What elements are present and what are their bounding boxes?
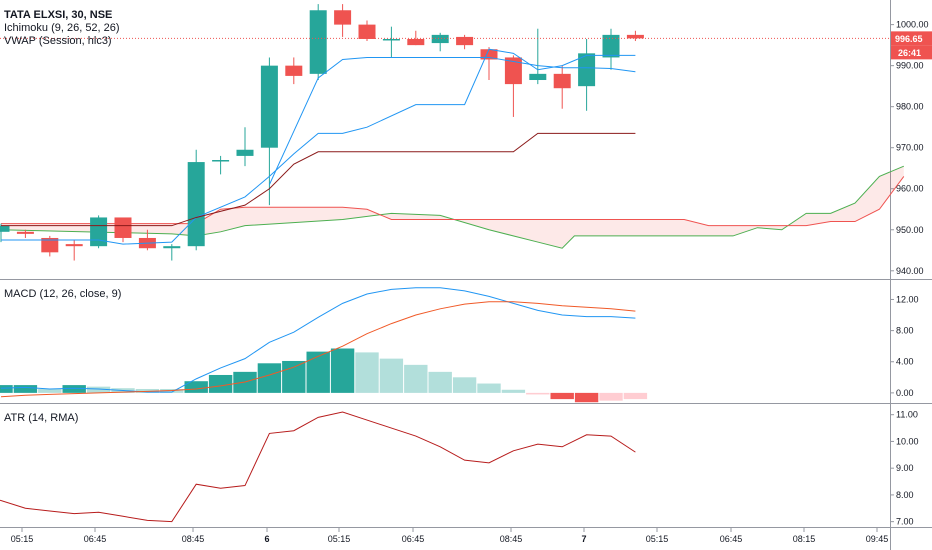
- atr-tick-label: 8.00: [896, 490, 914, 500]
- time-tick-label: 06:45: [84, 534, 107, 544]
- vwap-line: [268, 56, 636, 185]
- macd-histogram-bar: [526, 392, 550, 395]
- candle-body: [407, 38, 425, 46]
- atr-tick-label: 11.00: [896, 410, 918, 420]
- macd-histogram-bar: [62, 385, 86, 393]
- price-tick-label: 960.00: [896, 184, 924, 194]
- time-tick-label: 05:15: [11, 534, 34, 544]
- candle-body: [529, 73, 547, 81]
- candle-body: [236, 149, 254, 156]
- symbol-label: TATA ELXSI, 30, NSE: [4, 9, 113, 21]
- macd-histogram-bar: [379, 358, 404, 393]
- candle-body: [553, 73, 571, 89]
- macd-histogram-bar: [86, 386, 111, 393]
- macd-histogram-bar: [623, 392, 648, 400]
- price-tick-label: 980.00: [896, 102, 924, 112]
- macd-histogram-bar: [257, 363, 282, 393]
- time-tick-label: 08:15: [793, 534, 816, 544]
- time-tick-label: 09:45: [866, 534, 889, 544]
- macd-histogram-bar: [477, 383, 501, 393]
- candle-body: [578, 53, 596, 87]
- candle-body: [163, 246, 181, 249]
- ichimoku-cloud: [1, 166, 904, 249]
- candle-body: [212, 160, 230, 162]
- candle-body: [626, 34, 644, 39]
- macd-histogram-bar: [404, 364, 428, 393]
- time-tick-label: 06:45: [720, 534, 743, 544]
- leading-span-a-line: [0, 165, 904, 249]
- macd-histogram-bar: [330, 348, 355, 393]
- time-tick-label: 08:45: [182, 534, 205, 544]
- candle-body: [65, 244, 83, 247]
- candle-body: [382, 38, 400, 41]
- macd-histogram-bar: [208, 374, 233, 393]
- macd-histogram-bar: [599, 392, 623, 401]
- chart-legend: TATA ELXSI, 30, NSE Ichimoku (9, 26, 52,…: [4, 9, 120, 48]
- candle-body: [0, 225, 10, 232]
- macd-histogram-bar: [355, 352, 379, 393]
- candle-body: [16, 231, 34, 234]
- last-price-tag: [891, 31, 932, 46]
- price-tick-label: 950.00: [896, 225, 924, 235]
- atr-tick-label: 10.00: [896, 436, 919, 446]
- macd-tick-label: 4.00: [896, 357, 914, 367]
- candle-body: [285, 65, 303, 76]
- price-tick-label: 1000.00: [896, 20, 929, 30]
- base-line: [1, 132, 636, 227]
- candle-body: [504, 57, 522, 85]
- ichimoku-legend[interactable]: Ichimoku (9, 26, 52, 26): [4, 22, 120, 34]
- candle-body: [260, 65, 278, 148]
- macd-histogram-bar: [574, 392, 599, 403]
- candle-body: [41, 237, 59, 253]
- candle-body: [90, 217, 108, 247]
- macd-legend[interactable]: MACD (12, 26, close, 9): [4, 288, 122, 300]
- vwap-legend[interactable]: VWAP (Session, hlc3): [4, 35, 112, 47]
- time-tick-label: 05:15: [328, 534, 351, 544]
- price-tick-label: 990.00: [896, 61, 924, 71]
- time-tick-label: 05:15: [646, 534, 669, 544]
- candle-body: [358, 24, 376, 39]
- candle-body: [602, 34, 620, 58]
- candle-body: [480, 49, 498, 60]
- countdown-tag: [891, 45, 932, 60]
- macd-histogram-bar: [452, 377, 477, 393]
- macd-histogram-bar: [0, 385, 13, 393]
- candle-body: [309, 10, 327, 74]
- macd-histogram-bar: [428, 371, 452, 393]
- candle-body: [456, 36, 474, 46]
- macd-signal-line: [0, 301, 636, 398]
- macd-histogram-bar: [184, 381, 208, 393]
- macd-histogram-bar: [13, 385, 38, 393]
- price-tick-label: 940.00: [896, 266, 924, 276]
- conversion-line: [1, 48, 636, 245]
- macd-tick-label: 12.00: [896, 294, 919, 304]
- last-price-label: 996.65: [895, 34, 923, 44]
- atr-legend[interactable]: ATR (14, RMA): [4, 412, 79, 424]
- time-tick-label: 08:45: [500, 534, 523, 544]
- macd-histogram-bar: [38, 388, 62, 393]
- bar-countdown-label: 26:41: [898, 48, 921, 58]
- time-tick-label: 06:45: [402, 534, 425, 544]
- candle-body: [431, 34, 449, 44]
- candle-body: [334, 10, 352, 25]
- price-tick-label: 970.00: [896, 143, 924, 153]
- candle-body: [187, 162, 205, 247]
- macd-histogram-bar: [282, 360, 306, 393]
- time-tick-label: 6: [264, 534, 269, 544]
- macd-tick-label: 8.00: [896, 326, 914, 336]
- macd-histogram-bar: [306, 351, 330, 393]
- macd-histogram-bar: [501, 389, 526, 393]
- atr-line: [0, 411, 636, 523]
- macd-tick-label: 0.00: [896, 388, 914, 398]
- macd-histogram-bar: [550, 392, 574, 400]
- atr-tick-label: 9.00: [896, 463, 914, 473]
- atr-tick-label: 7.00: [896, 517, 914, 527]
- macd-line: [0, 287, 636, 393]
- candle-body: [114, 217, 132, 238]
- time-tick-label: 7: [581, 534, 586, 544]
